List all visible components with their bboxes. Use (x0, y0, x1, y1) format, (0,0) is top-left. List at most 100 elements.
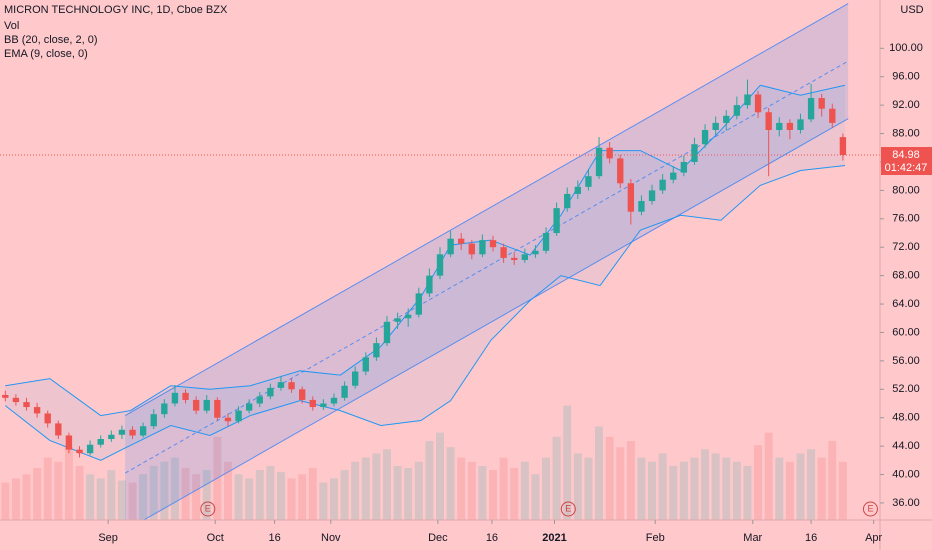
volume-bar (542, 457, 551, 520)
volume-bar (298, 474, 307, 520)
candle-body (330, 397, 338, 404)
volume-bar (414, 461, 423, 520)
volume-bar (329, 478, 338, 520)
volume-bar (754, 445, 763, 520)
candle-body (150, 414, 157, 427)
volume-bar (563, 405, 572, 520)
channel-mid (124, 60, 849, 474)
currency-label: USD (900, 4, 923, 16)
candle-body (479, 240, 486, 255)
candle-body (638, 201, 645, 212)
volume-bar (287, 478, 296, 520)
y-tick-label: 52.00 (892, 383, 920, 395)
candle-body (521, 254, 528, 260)
bb-lower (4, 165, 846, 461)
earnings-marker (560, 501, 576, 517)
x-tick-label: 16 (805, 532, 817, 544)
volume-bar (1, 482, 10, 520)
candle-body (839, 137, 847, 156)
candle-body (298, 389, 306, 400)
volume-bar (817, 457, 826, 520)
volume-bar (732, 461, 741, 520)
candle-body (744, 94, 751, 106)
volume-bar (595, 426, 604, 520)
volume-bar (489, 470, 497, 520)
candle-body (701, 130, 709, 145)
candle-body (309, 399, 316, 408)
candle-body (542, 233, 550, 251)
indicator-label: Vol (4, 20, 19, 32)
x-tick-label: 16 (486, 532, 498, 544)
candle-body (245, 403, 253, 411)
x-tick-label: 16 (268, 532, 280, 544)
volume-bar (838, 461, 847, 520)
volume-bar (22, 474, 31, 520)
candle-body (574, 186, 582, 194)
candle-body (214, 399, 221, 418)
candle-body (468, 243, 475, 255)
earnings-label: E (867, 503, 873, 513)
candle-body (394, 318, 401, 322)
candle-body (288, 382, 295, 390)
volume-bar (192, 474, 201, 520)
candle-body (108, 434, 115, 440)
volume-bar (425, 440, 434, 520)
volume-bar (404, 468, 413, 520)
candle-body (426, 275, 433, 294)
volume-bar (764, 432, 773, 520)
x-tick-label: 2021 (542, 532, 566, 544)
candle-body (659, 179, 666, 191)
candle-body (182, 392, 189, 400)
volume-bar (478, 465, 487, 520)
earnings-label: E (565, 503, 571, 513)
earnings-marker (200, 501, 216, 517)
volume-bar (351, 461, 360, 520)
candle-body (786, 122, 794, 130)
volume-bar (510, 468, 519, 520)
candle-body (23, 402, 30, 408)
y-tick-label: 96.00 (892, 71, 920, 83)
volume-bar (616, 447, 625, 520)
candle-body (33, 407, 41, 414)
candle-body (436, 254, 444, 276)
candle-body (267, 387, 274, 397)
candle-body (776, 122, 783, 130)
candle-body (277, 382, 285, 388)
candle-body (161, 403, 168, 415)
candle-body (617, 158, 624, 184)
volume-bar (669, 465, 678, 520)
volume-bar (393, 465, 402, 520)
candle-body (383, 321, 391, 344)
y-tick-label: 80.00 (892, 184, 920, 196)
volume-bar (128, 482, 137, 520)
earnings-label: E (205, 503, 211, 513)
volume-bar (340, 470, 349, 520)
candle-body (754, 94, 762, 113)
volume-bar (446, 447, 455, 520)
volume-bar (276, 472, 285, 520)
bb-fill (5, 85, 846, 461)
volume-bar (75, 465, 84, 520)
candle-body (44, 413, 51, 424)
volume-bar (637, 457, 646, 520)
y-tick-label: 88.00 (892, 127, 920, 139)
channel-upper (124, 3, 849, 417)
last-price-tag (881, 147, 932, 176)
volume-bar (255, 470, 264, 520)
bb-upper (5, 84, 846, 417)
volume-bar (86, 474, 95, 520)
candle-body (511, 257, 518, 260)
y-tick-label: 48.00 (892, 412, 920, 424)
y-tick-label: 76.00 (892, 213, 920, 225)
candle-body (362, 357, 369, 372)
candle-body (256, 396, 263, 404)
y-tick-label: 92.00 (892, 99, 920, 111)
volume-bar (743, 465, 752, 520)
y-tick-label: 44.00 (892, 440, 920, 452)
volume-bar (828, 440, 837, 520)
candle-body (405, 314, 412, 319)
volume-bar (722, 457, 731, 520)
